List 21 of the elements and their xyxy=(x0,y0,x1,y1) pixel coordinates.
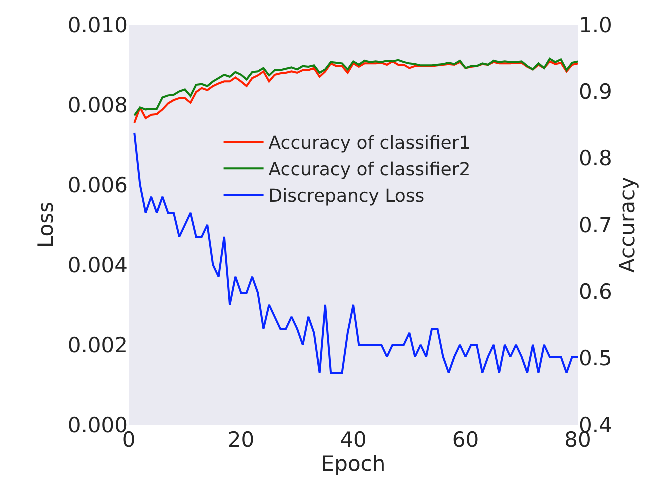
line-series xyxy=(134,132,578,374)
y-tick-label: 0.006 xyxy=(68,173,128,198)
y2-tick-label: 0.6 xyxy=(579,280,612,304)
y-tick-label: 0.002 xyxy=(68,333,128,358)
y-tick-label: 0.010 xyxy=(68,13,128,38)
x-tick-label: 60 xyxy=(452,428,480,452)
x-tick-label: 20 xyxy=(228,428,255,452)
y2-tick-label: 1.0 xyxy=(579,13,612,38)
y2-tick-label: 0.8 xyxy=(579,146,612,171)
y-tick-label: 0.004 xyxy=(68,253,128,278)
legend-label: Accuracy of classifier1 xyxy=(268,133,471,154)
x-tick-label: 40 xyxy=(340,428,367,452)
legend-label: Discrepancy Loss xyxy=(268,186,425,208)
y2-axis-title: Accuracy xyxy=(616,177,640,273)
y2-tick-label: 0.9 xyxy=(579,80,612,104)
legend-label: Accuracy of classifier2 xyxy=(268,160,471,181)
y-axis-title: Loss xyxy=(34,202,58,248)
x-axis-title: Epoch xyxy=(321,452,386,476)
y2-tick-label: 0.7 xyxy=(579,213,612,238)
y-tick-label: 0.008 xyxy=(68,93,128,118)
y2-tick-label: 0.5 xyxy=(579,346,612,371)
